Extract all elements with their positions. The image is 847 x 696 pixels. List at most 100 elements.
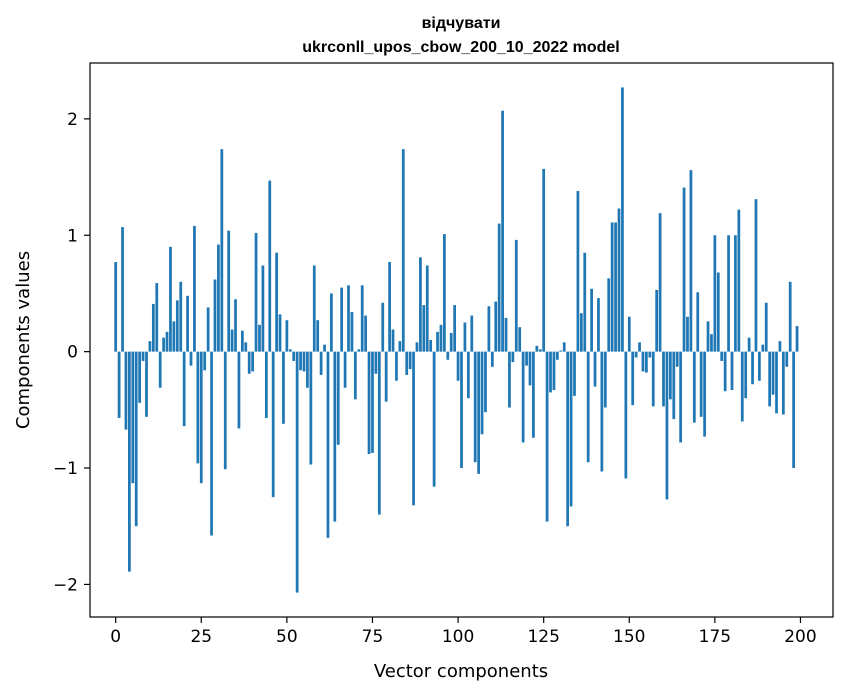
bar-141 <box>597 298 600 352</box>
bar-85 <box>405 351 409 375</box>
bar-153 <box>638 342 641 352</box>
y-tick-label-0: −2 <box>53 575 78 595</box>
bar-90 <box>422 305 426 352</box>
bar-74 <box>367 351 371 455</box>
bar-21 <box>186 295 189 352</box>
bar-101 <box>460 351 463 469</box>
bar-165 <box>679 351 682 443</box>
bar-161 <box>665 351 669 500</box>
bar-166 <box>682 187 686 352</box>
chart-title-line-2: ukrconll_upos_cbow_200_10_2022 model <box>302 39 619 56</box>
bar-146 <box>614 222 617 352</box>
bar-68 <box>347 285 350 352</box>
bar-81 <box>391 329 395 352</box>
bar-140 <box>593 351 597 387</box>
bar-40 <box>251 351 255 372</box>
bar-121 <box>528 351 532 386</box>
bar-191 <box>768 351 772 407</box>
bar-36 <box>237 351 241 429</box>
bar-189 <box>761 344 765 352</box>
bar-1 <box>117 351 121 418</box>
bar-79 <box>384 351 388 402</box>
bar-51 <box>288 349 292 352</box>
bar-56 <box>306 351 309 388</box>
bar-113 <box>501 110 504 352</box>
bar-46 <box>271 351 275 498</box>
bar-160 <box>662 351 665 407</box>
bar-150 <box>627 316 631 352</box>
bar-124 <box>538 349 542 352</box>
bar-87 <box>412 351 415 506</box>
bar-11 <box>151 303 155 352</box>
bar-70 <box>353 351 357 400</box>
bar-86 <box>408 351 412 370</box>
bar-24 <box>196 351 200 464</box>
bar-58 <box>312 265 316 352</box>
bar-6 <box>134 351 138 527</box>
bar-172 <box>703 351 706 437</box>
bar-64 <box>333 351 337 522</box>
bar-35 <box>234 299 237 352</box>
bar-162 <box>668 351 672 400</box>
bar-192 <box>771 351 775 395</box>
y-axis-label: Components values <box>13 251 34 429</box>
bar-144 <box>607 278 611 352</box>
bar-108 <box>484 351 487 413</box>
bar-97 <box>446 351 450 360</box>
bar-118 <box>518 327 522 352</box>
bar-42 <box>258 324 261 352</box>
bar-106 <box>477 351 480 474</box>
bar-14 <box>162 337 165 352</box>
bar-49 <box>282 351 285 424</box>
bar-123 <box>535 345 539 352</box>
bar-9 <box>145 351 148 417</box>
plot-frame <box>89 62 834 618</box>
bar-83 <box>398 341 402 352</box>
bar-50 <box>285 320 289 352</box>
bar-8 <box>141 351 145 361</box>
bar-103 <box>466 351 470 399</box>
bar-65 <box>336 351 340 445</box>
bar-181 <box>734 235 737 352</box>
bar-26 <box>203 351 207 371</box>
x-tick-label-200: 200 <box>784 627 816 647</box>
bar-82 <box>395 351 398 381</box>
bar-142 <box>600 351 604 472</box>
bar-13 <box>158 351 162 388</box>
bar-15 <box>165 331 169 352</box>
bar-60 <box>319 351 323 375</box>
bar-199 <box>795 326 799 352</box>
bar-177 <box>720 351 724 361</box>
bar-48 <box>278 314 282 352</box>
bar-43 <box>261 265 265 352</box>
bar-77 <box>377 351 381 515</box>
bar-184 <box>744 351 748 399</box>
bar-143 <box>603 351 607 408</box>
bar-198 <box>792 351 795 469</box>
bar-127 <box>549 351 552 393</box>
bar-186 <box>751 351 754 385</box>
bar-168 <box>689 170 693 352</box>
bar-148 <box>621 87 624 352</box>
x-axis-ticks: 0 25 50 75 100 125 150 175 200 <box>110 617 817 647</box>
y-tick-label-2: 0 <box>67 343 78 363</box>
bar-178 <box>723 351 727 392</box>
bar-155 <box>645 351 648 373</box>
bar-136 <box>579 313 583 352</box>
bar-194 <box>778 341 782 352</box>
bar-12 <box>155 282 159 352</box>
bar-129 <box>556 351 559 360</box>
bar-73 <box>364 315 367 352</box>
bar-110 <box>490 351 494 367</box>
bar-176 <box>716 272 720 352</box>
bar-19 <box>179 281 183 352</box>
bar-47 <box>275 252 278 352</box>
bar-99 <box>453 305 457 352</box>
bar-122 <box>532 351 535 438</box>
bar-38 <box>244 342 248 352</box>
bar-137 <box>583 252 587 352</box>
bar-130 <box>559 350 563 352</box>
x-tick-label-75: 75 <box>362 627 384 647</box>
bar-156 <box>648 351 652 358</box>
bar-159 <box>658 213 662 352</box>
